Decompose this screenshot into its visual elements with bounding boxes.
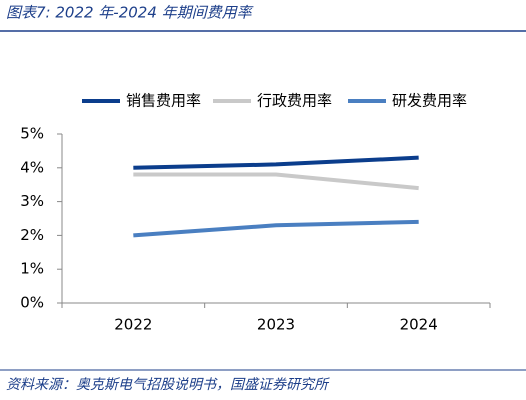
legend-label: 研发费用率 xyxy=(392,92,467,110)
y-tick-label: 0% xyxy=(20,294,44,312)
series-line xyxy=(133,155,419,170)
chart-title: 图表7: 2022 年-2024 年期间费用率 xyxy=(6,4,254,22)
y-tick-label: 5% xyxy=(20,125,44,143)
source-note: 资料来源：奥克斯电气招股说明书，国盛证券研究所 xyxy=(6,377,330,393)
legend-label: 行政费用率 xyxy=(257,92,332,110)
y-tick-label: 2% xyxy=(20,226,44,244)
y-tick-label: 1% xyxy=(20,260,44,278)
y-tick-label: 4% xyxy=(20,158,44,176)
x-tick-label: 2022 xyxy=(114,316,152,334)
x-tick-label: 2024 xyxy=(400,316,438,334)
series-line xyxy=(133,219,419,238)
x-tick-label: 2023 xyxy=(257,316,295,334)
y-tick-label: 3% xyxy=(20,192,44,210)
legend-label: 销售费用率 xyxy=(126,92,201,110)
series-line xyxy=(133,172,419,191)
